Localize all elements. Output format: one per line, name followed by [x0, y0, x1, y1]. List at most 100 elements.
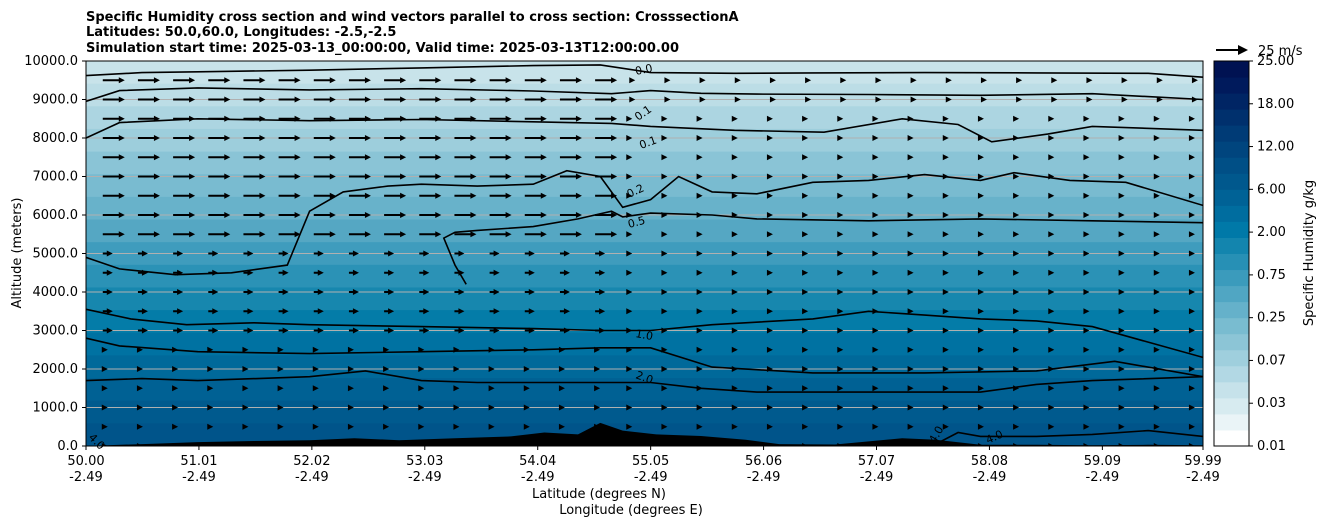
wind-vector-head [1118, 423, 1125, 430]
wind-vector-head [977, 154, 984, 161]
wind-vector-head [907, 135, 914, 141]
wind-vector-head [470, 154, 477, 161]
wind-vector-head [731, 231, 738, 238]
wind-vector-head [1153, 269, 1160, 276]
wind-vector-head [977, 269, 984, 276]
wind-vector-head [189, 115, 196, 122]
wind-vector-head [907, 269, 914, 276]
wind-vector-head [1048, 154, 1055, 161]
wind-vector-head [558, 423, 565, 430]
wind-vector-head [626, 115, 633, 122]
wind-vector-head [1048, 250, 1055, 257]
wind-vector-head [212, 327, 219, 334]
colorbar-tick-label: 0.25 [1257, 311, 1286, 326]
wind-vector-head [1153, 212, 1160, 218]
wind-vector-head [189, 96, 196, 103]
y-tick-label: 7000.0 [33, 170, 79, 185]
wind-vector-head [907, 366, 914, 372]
wind-vector-head [453, 404, 460, 411]
wind-vector-head [453, 366, 460, 372]
wind-vector-head [136, 404, 143, 411]
wind-vector-head [493, 250, 500, 257]
wind-vector-head [837, 404, 844, 411]
wind-vector-head [977, 173, 984, 180]
wind-vector-head [317, 308, 324, 315]
wind-vector-head [942, 404, 949, 411]
wind-vector-head [802, 404, 809, 411]
wind-vector-head [106, 327, 113, 334]
wind-vector-head [312, 404, 319, 411]
wind-vector-head [1013, 423, 1020, 430]
y-tick-label: 8000.0 [33, 131, 79, 146]
wind-vector-head [540, 231, 547, 238]
wind-vector-head [661, 192, 668, 199]
wind-vector-head [611, 173, 618, 180]
wind-vector-head [599, 289, 606, 295]
wind-vector-head [907, 115, 914, 122]
wind-vector-head [907, 385, 914, 392]
wind-vector-head [977, 289, 984, 295]
wind-vector-head [418, 404, 425, 411]
wind-vector-head [259, 173, 266, 180]
wind-vector-head [277, 385, 284, 392]
wind-vector-head [329, 77, 336, 84]
wind-vector-head [696, 289, 703, 295]
wind-vector-head [837, 154, 844, 161]
wind-vector-head [259, 115, 266, 122]
wind-vector-head [611, 135, 618, 141]
wind-vector-head [1083, 173, 1090, 180]
wind-vector-head [523, 385, 530, 392]
wind-vector-head [575, 192, 582, 199]
humidity-band [86, 264, 1203, 288]
wind-vector-head [540, 77, 547, 84]
wind-vector-head [488, 346, 495, 353]
wind-vector-head [141, 327, 148, 334]
colorbar-label: Specific Humidity g/kg [1302, 180, 1317, 326]
wind-vector-head [696, 366, 703, 372]
wind-vector-head [435, 96, 442, 103]
wind-vector-head [312, 346, 319, 353]
wind-vector-head [661, 346, 668, 353]
wind-vector-head [575, 77, 582, 84]
wind-vector-head [224, 135, 231, 141]
wind-vector-head [141, 250, 148, 257]
wind-vector-head [282, 250, 289, 257]
wind-vector-head [418, 385, 425, 392]
wind-vector-head [769, 77, 776, 84]
wind-vector-head [347, 385, 354, 392]
wind-vector-head [802, 423, 809, 430]
wind-vector-head [575, 173, 582, 180]
colorbar-band [1214, 333, 1249, 351]
wind-vector-head [575, 212, 582, 218]
wind-vector-head [942, 192, 949, 199]
wind-vector-head [1013, 327, 1020, 334]
wind-vector-head [294, 192, 301, 199]
wind-vector-head [458, 269, 465, 276]
colorbar-band [1214, 157, 1249, 174]
wind-vector-head [802, 327, 809, 334]
wind-vector-head [435, 115, 442, 122]
wind-vector-head [1016, 96, 1023, 103]
wind-vector-head [1048, 346, 1055, 353]
wind-vector-head [731, 212, 738, 218]
wind-vector-head [118, 115, 125, 122]
wind-vector-head [212, 308, 219, 315]
wind-vector-head [872, 135, 879, 141]
wind-vector-head [840, 96, 847, 103]
wind-vector-head [910, 77, 917, 84]
wind-vector-head [1188, 269, 1195, 276]
wind-vector-head [247, 327, 254, 334]
wind-vector-head [1188, 192, 1195, 199]
humidity-band [86, 287, 1203, 311]
wind-vector-head [1013, 231, 1020, 238]
wind-vector-head [731, 404, 738, 411]
wind-vector-head [423, 250, 430, 257]
wind-vector-head [599, 308, 606, 315]
wind-vector-head [388, 269, 395, 276]
wind-vector-head [626, 404, 633, 411]
x-tick-label-lon: -2.49 [521, 470, 555, 485]
wind-vector-head [731, 135, 738, 141]
wind-vector-head [312, 423, 319, 430]
wind-vector-head [664, 77, 671, 84]
colorbar-band [1214, 301, 1249, 319]
